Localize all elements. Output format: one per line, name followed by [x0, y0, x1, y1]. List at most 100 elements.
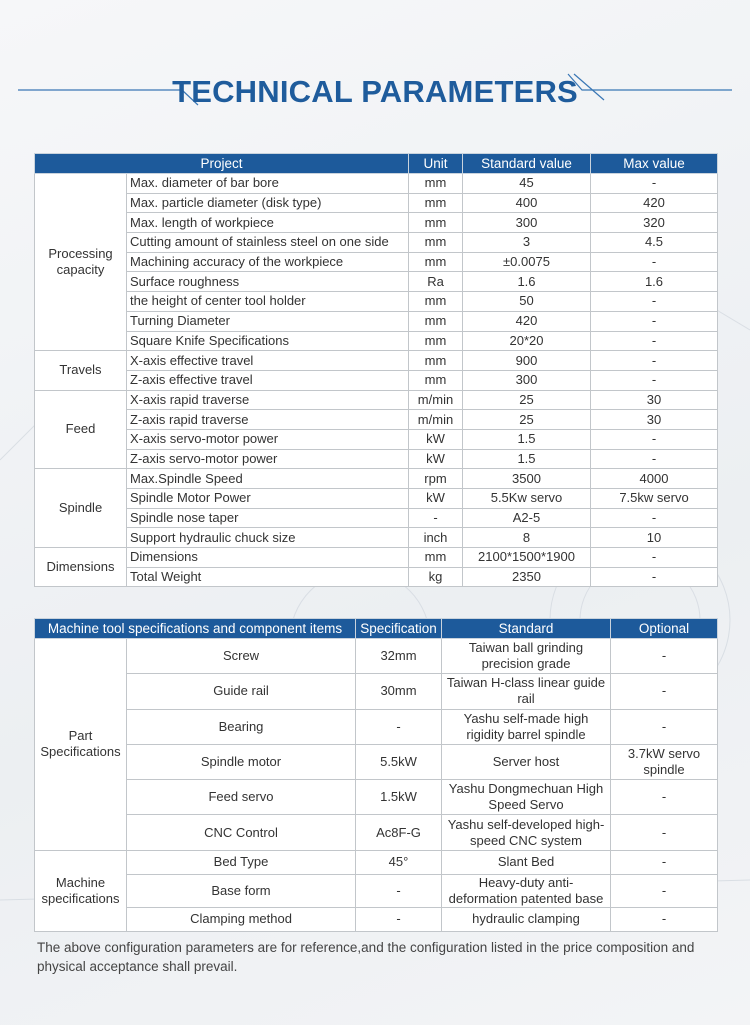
value-cell: 20*20: [462, 330, 591, 352]
value-cell: 900: [462, 350, 591, 371]
value-cell: mm: [408, 212, 463, 234]
value-cell: 5.5kW: [355, 743, 443, 781]
value-cell: m/min: [408, 409, 463, 430]
group-cell: Processing capacity: [34, 172, 127, 352]
value-cell: -: [610, 708, 719, 745]
table-row: Support hydraulic chuck size inch 8 10: [35, 527, 718, 549]
value-cell: 32mm: [355, 637, 443, 675]
item-cell: Spindle Motor Power: [126, 488, 409, 509]
item-cell: Max. particle diameter (disk type): [126, 192, 409, 214]
value-cell: mm: [408, 291, 463, 312]
value-cell: 300: [462, 212, 591, 234]
table-row: Cutting amount of stainless steel on one…: [35, 232, 718, 253]
table-body: Processing capacity Max. diameter of bar …: [34, 172, 718, 588]
value-cell: hydraulic clamping: [441, 906, 612, 932]
header-cell: Unit: [408, 153, 463, 174]
parameters-table: Project Unit Standard value Max value Proces…: [34, 153, 718, 588]
value-cell: 420: [590, 192, 718, 214]
header-cell: Optional: [610, 618, 719, 639]
table-row: Turning Diameter mm 420-: [35, 310, 718, 332]
item-cell: Clamping method: [125, 906, 357, 932]
value-cell: mm: [408, 173, 463, 194]
table-row: Spindle nose taper - A2-5-: [35, 507, 718, 529]
item-cell: the height of center tool holder: [126, 291, 409, 312]
value-cell: -: [610, 779, 719, 816]
value-cell: Server host: [441, 743, 612, 781]
value-cell: mm: [408, 547, 463, 568]
value-cell: 30: [590, 389, 718, 411]
table-row: Spindle motor 5.5kW Server host 3.7kW servo…: [35, 743, 719, 781]
value-cell: rpm: [408, 468, 463, 489]
value-cell: 30mm: [355, 673, 443, 710]
value-cell: 4000: [590, 468, 718, 489]
value-cell: Taiwan H-class linear guide rail: [441, 673, 612, 710]
table-row: Dimensions Dimensions mm 2100*1500*1900-: [34, 547, 718, 588]
item-cell: Machining accuracy of the workpiece: [126, 251, 409, 273]
table-row: Z-axis rapid traverse m/min 25 30: [35, 409, 718, 430]
value-cell: 400: [462, 192, 591, 214]
table-row: Spindle Motor Power kW 5.5Kw servo 7.5kw se…: [35, 488, 718, 509]
table-row: Clamping method - hydraulic clamping -: [35, 906, 719, 932]
value-cell: 300: [462, 369, 591, 391]
table-row: Square Knife Specifications mm 20*20-: [35, 330, 718, 352]
value-cell: 7.5kw servo: [590, 488, 718, 509]
value-cell: 3: [462, 232, 591, 253]
group-cell: Part Specifications: [34, 638, 127, 851]
item-cell: Turning Diameter: [126, 310, 409, 332]
value-cell: -: [590, 566, 718, 588]
value-cell: 45°: [355, 849, 443, 875]
item-cell: X-axis effective travel: [126, 350, 409, 371]
value-cell: -: [590, 291, 718, 312]
table-row: Z-axis servo-motor power kW 1.5-: [35, 448, 718, 470]
value-cell: -: [610, 849, 719, 875]
value-cell: Ra: [408, 271, 463, 293]
value-cell: 1.5: [462, 428, 591, 450]
item-cell: Square Knife Specifications: [126, 330, 409, 352]
value-cell: kW: [408, 488, 463, 509]
header-cell: Standard value: [462, 153, 591, 174]
value-cell: mm: [408, 192, 463, 214]
value-cell: -: [590, 350, 718, 371]
item-cell: Cutting amount of stainless steel on one…: [126, 232, 409, 253]
value-cell: -: [610, 814, 719, 851]
value-cell: A2-5: [462, 507, 591, 529]
item-cell: Guide rail: [125, 673, 357, 710]
item-cell: Spindle motor: [125, 743, 357, 781]
table-row: X-axis servo-motor power kW 1.5-: [35, 428, 718, 450]
value-cell: -: [590, 330, 718, 352]
value-cell: -: [590, 173, 718, 194]
value-cell: 3.7kW servo spindle: [610, 743, 719, 781]
item-cell: CNC Control: [125, 814, 357, 851]
group-cell: Spindle: [34, 468, 127, 549]
value-cell: 25: [462, 389, 591, 411]
table-header: Project Unit Standard value Max value: [34, 153, 718, 174]
item-cell: Total Weight: [126, 566, 409, 588]
table-row: Spindle Max.Spindle Speed rpm 3500 4000: [34, 468, 718, 549]
value-cell: 2350: [462, 566, 591, 588]
value-cell: -: [590, 310, 718, 332]
value-cell: mm: [408, 369, 463, 391]
value-cell: mm: [408, 310, 463, 332]
value-cell: 320: [590, 212, 718, 234]
value-cell: -: [355, 873, 443, 908]
value-cell: mm: [408, 251, 463, 273]
value-cell: ±0.0075: [462, 251, 591, 273]
value-cell: 50: [462, 291, 591, 312]
value-cell: Slant Bed: [441, 849, 612, 875]
item-cell: Max.Spindle Speed: [126, 468, 409, 489]
value-cell: Heavy-duty anti-deformation patented bas…: [441, 873, 612, 908]
table-row: Max. length of workpiece mm 300 320: [35, 212, 718, 234]
table-row: Machine specifications Bed Type 45° Slant B…: [34, 849, 719, 932]
item-cell: Support hydraulic chuck size: [126, 527, 409, 549]
value-cell: -: [590, 251, 718, 273]
value-cell: 1.6: [590, 271, 718, 293]
value-cell: 2100*1500*1900: [462, 547, 591, 568]
item-cell: X-axis rapid traverse: [126, 389, 409, 411]
table-row: Max. particle diameter (disk type) mm 400 4…: [35, 192, 718, 214]
specifications-table: Machine tool specifications and componen…: [33, 618, 719, 932]
table-row: Part Specifications Screw 32mm Taiwan ball …: [34, 637, 719, 851]
group-cell: Travels: [34, 350, 127, 391]
group-cell: Dimensions: [34, 547, 127, 588]
table-row: Feed servo 1.5kW Yashu Dongmechuan High Sp…: [35, 779, 719, 816]
